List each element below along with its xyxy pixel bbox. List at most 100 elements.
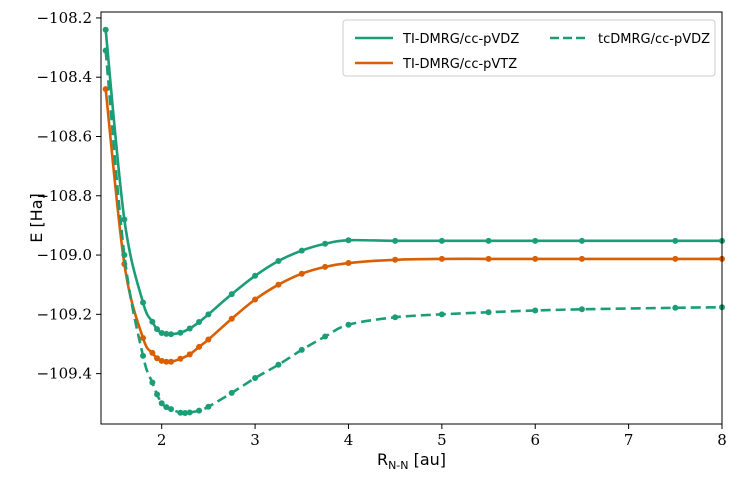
y-tick-label: −109.2 [36, 305, 92, 323]
data-point [168, 358, 175, 365]
data-point [102, 86, 109, 93]
y-tick-label: −108.2 [36, 9, 92, 27]
series-line-2 [104, 50, 723, 415]
y-tick-label: −108.6 [36, 127, 92, 145]
y-tick-label: −109.4 [36, 365, 92, 383]
x-tick-label: 6 [530, 431, 540, 449]
plot-frame [100, 11, 723, 425]
data-point [154, 355, 161, 362]
data-point [158, 400, 165, 407]
data-point [275, 257, 282, 264]
data-point [578, 255, 585, 262]
data-point [149, 349, 156, 356]
legend-label-0: TI-DMRG/cc-pVDZ [402, 32, 519, 47]
data-point [345, 260, 352, 267]
data-point [205, 336, 212, 343]
data-point [392, 237, 399, 244]
data-point [578, 237, 585, 244]
data-point [205, 311, 212, 318]
legend: TI-DMRG/cc-pVDZ TI-DMRG/cc-pVTZ tcDMRG/cc-… [342, 19, 716, 77]
data-point [140, 299, 147, 306]
data-point [275, 281, 282, 288]
data-point [672, 304, 679, 311]
x-tick-label: 7 [624, 431, 634, 449]
data-point [228, 291, 235, 298]
data-point [163, 330, 170, 337]
data-point [252, 296, 259, 303]
data-point [485, 255, 492, 262]
data-point [177, 355, 184, 362]
data-point [298, 346, 305, 353]
data-point [345, 321, 352, 328]
x-axis-label-main: R [377, 450, 388, 469]
legend-label-2: tcDMRG/cc-pVDZ [598, 32, 710, 47]
data-point [275, 361, 282, 368]
x-axis-label-sub: N-N [388, 459, 408, 472]
data-point [154, 391, 161, 398]
y-axis: −108.2 −108.4 −108.6 −108.8 −109.0 −109.2 −109… [36, 9, 101, 383]
data-point [485, 309, 492, 316]
data-point [186, 409, 193, 416]
data-point [182, 410, 189, 417]
data-point [177, 329, 184, 336]
data-point [102, 47, 109, 54]
data-point [140, 335, 147, 342]
x-tick-label: 8 [717, 431, 727, 449]
data-point [149, 318, 156, 325]
x-axis-label-unit: [au] [409, 450, 447, 469]
data-point [196, 319, 203, 326]
data-point [532, 237, 539, 244]
data-point [158, 330, 165, 337]
data-point [322, 333, 329, 340]
data-point [154, 326, 161, 333]
data-point [322, 263, 329, 270]
data-point [158, 357, 165, 364]
data-point [163, 358, 170, 365]
data-point [228, 389, 235, 396]
x-tick-label: 4 [344, 431, 354, 449]
x-axis-label: RN-N [au] [377, 450, 446, 472]
data-point [532, 307, 539, 314]
data-point [196, 407, 203, 414]
data-point [438, 255, 445, 262]
x-tick-label: 3 [250, 431, 260, 449]
data-point [186, 351, 193, 358]
data-point [205, 403, 212, 410]
legend-label-1: TI-DMRG/cc-pVTZ [402, 57, 517, 72]
data-point [121, 252, 128, 259]
data-point [252, 375, 259, 382]
x-tick-label: 5 [437, 431, 447, 449]
plot-lines [102, 26, 725, 417]
y-tick-label: −109.0 [36, 246, 92, 264]
data-point [345, 237, 352, 244]
data-point [672, 255, 679, 262]
data-point [102, 26, 109, 33]
data-point [485, 237, 492, 244]
x-axis: 2 3 4 5 6 7 8 [157, 424, 727, 449]
legend-box [342, 19, 716, 77]
data-point [168, 331, 175, 338]
data-point [322, 240, 329, 247]
y-tick-label: −108.4 [36, 68, 92, 86]
x-tick-label: 2 [157, 431, 167, 449]
data-point [438, 237, 445, 244]
data-point [196, 343, 203, 350]
data-point [121, 216, 128, 223]
data-point [392, 314, 399, 321]
data-point [532, 255, 539, 262]
data-point [149, 379, 156, 386]
data-point [168, 406, 175, 413]
data-point [252, 272, 259, 279]
data-point [177, 409, 184, 416]
y-tick-label: −108.8 [36, 187, 92, 205]
data-point [672, 237, 679, 244]
data-point [298, 270, 305, 277]
data-point [228, 315, 235, 322]
y-axis-label: E [Ha] [27, 193, 46, 243]
data-point [578, 306, 585, 313]
data-point [163, 404, 170, 411]
data-point [392, 256, 399, 263]
data-point [140, 352, 147, 359]
data-point [438, 311, 445, 318]
